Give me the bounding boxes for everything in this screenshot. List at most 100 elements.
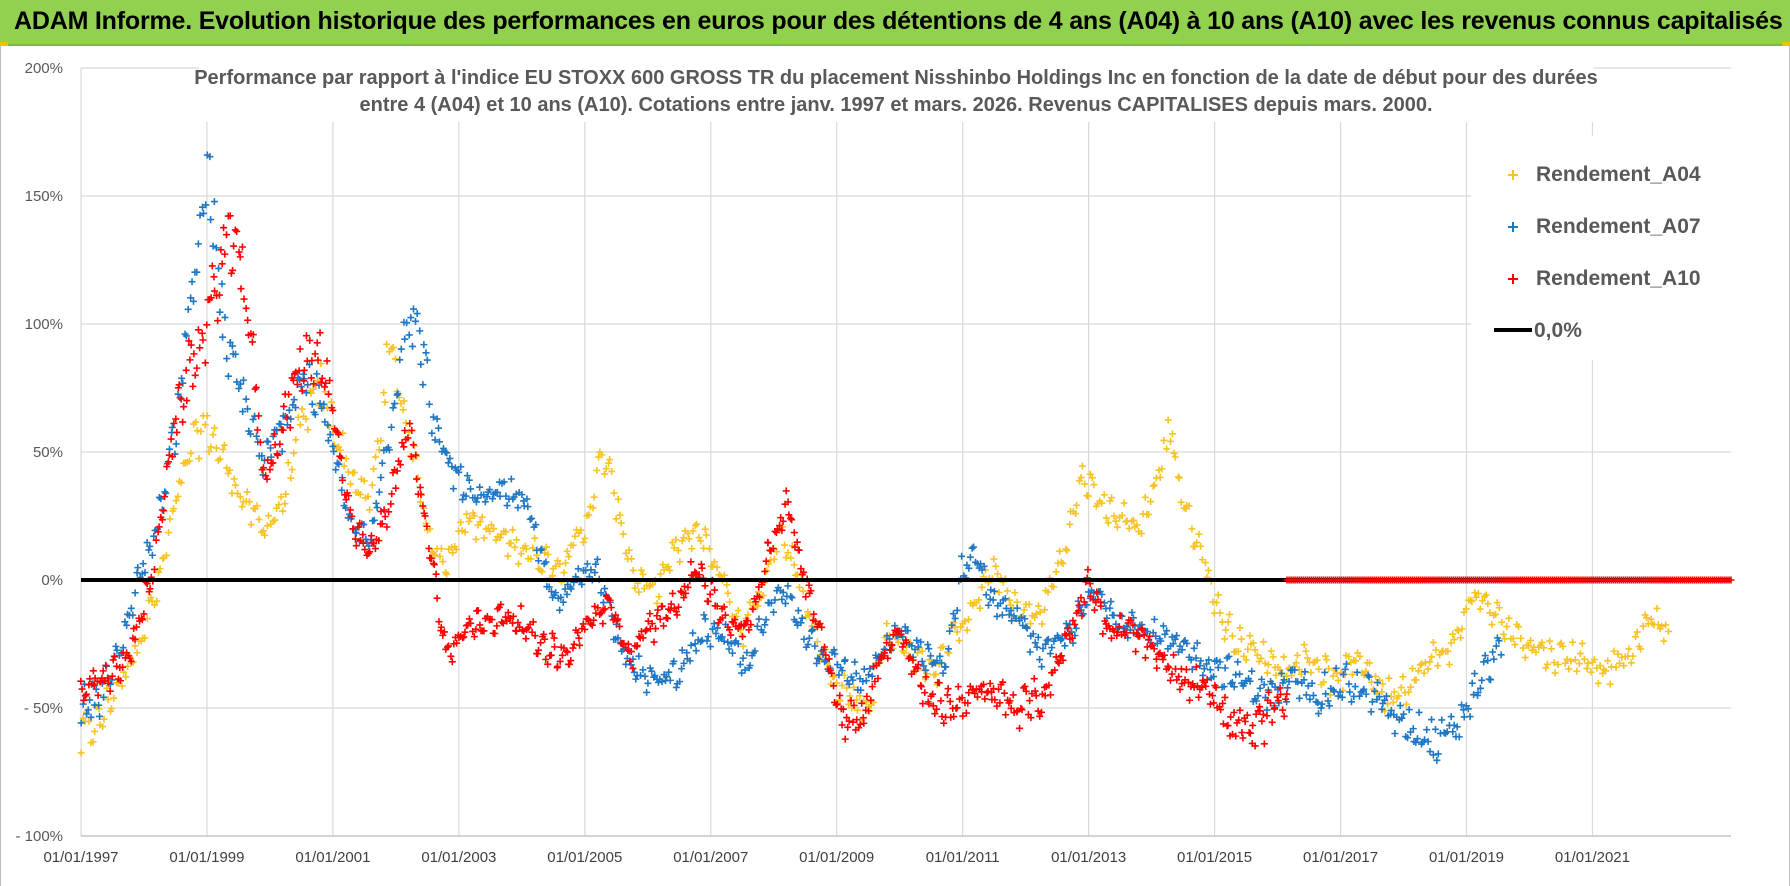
data-point xyxy=(992,562,1000,570)
data-point xyxy=(1013,598,1021,606)
data-point xyxy=(1338,693,1346,701)
data-point xyxy=(385,446,393,454)
data-point xyxy=(706,643,714,651)
data-point xyxy=(372,453,380,461)
data-point xyxy=(1300,641,1308,649)
data-point xyxy=(1045,681,1053,689)
data-point xyxy=(1368,698,1376,706)
data-point xyxy=(770,555,778,563)
data-point xyxy=(601,585,609,593)
data-point xyxy=(1292,659,1300,667)
data-point xyxy=(1112,517,1120,525)
data-point xyxy=(1323,656,1331,664)
data-point xyxy=(300,377,308,385)
data-point xyxy=(255,412,263,420)
data-point xyxy=(813,659,821,667)
data-point xyxy=(1157,637,1165,645)
data-point xyxy=(900,649,908,657)
data-point xyxy=(680,659,688,667)
data-point xyxy=(1460,713,1468,721)
data-point xyxy=(416,483,424,491)
data-point xyxy=(274,451,282,459)
data-point xyxy=(1423,726,1431,734)
data-point xyxy=(943,691,951,699)
data-point xyxy=(177,395,185,403)
data-point xyxy=(678,646,686,654)
data-point xyxy=(790,529,798,537)
data-point xyxy=(1631,633,1639,641)
data-point xyxy=(562,559,570,567)
data-point xyxy=(979,680,987,688)
data-point xyxy=(1309,691,1317,699)
data-point xyxy=(769,545,777,553)
data-point xyxy=(676,678,684,686)
data-point xyxy=(587,566,595,574)
data-point xyxy=(524,624,532,632)
data-point xyxy=(77,749,85,757)
data-point xyxy=(1055,659,1063,667)
data-point xyxy=(1664,627,1672,635)
data-point xyxy=(1048,644,1056,652)
data-point xyxy=(1108,494,1116,502)
data-point xyxy=(264,456,272,464)
data-point xyxy=(1175,673,1183,681)
data-point xyxy=(552,562,560,570)
data-point xyxy=(1218,618,1226,626)
data-point xyxy=(814,654,822,662)
data-point xyxy=(1381,696,1389,704)
data-point xyxy=(1654,621,1662,629)
data-point xyxy=(83,710,91,718)
data-point xyxy=(591,569,599,577)
data-point xyxy=(928,660,936,668)
data-point xyxy=(1107,634,1115,642)
chart-title-line2: entre 4 (A04) et 10 ans (A10). Cotations… xyxy=(359,94,1432,116)
data-point xyxy=(131,642,139,650)
data-point xyxy=(1387,706,1395,714)
data-point xyxy=(205,448,213,456)
data-point xyxy=(1460,706,1468,714)
data-point xyxy=(949,610,957,618)
data-point xyxy=(407,453,415,461)
data-point xyxy=(664,563,672,571)
data-point xyxy=(493,488,501,496)
data-point xyxy=(1167,437,1175,445)
data-point xyxy=(1320,678,1328,686)
data-point xyxy=(1025,600,1033,608)
x-tick-label: 01/01/2003 xyxy=(421,849,496,866)
data-point xyxy=(581,625,589,633)
data-point xyxy=(1102,514,1110,522)
data-point xyxy=(110,694,118,702)
data-point xyxy=(1276,666,1284,674)
data-point xyxy=(1554,661,1562,669)
data-point xyxy=(567,585,575,593)
data-point xyxy=(367,532,375,540)
data-point xyxy=(104,696,112,704)
data-point xyxy=(1322,690,1330,698)
data-point xyxy=(1005,611,1013,619)
data-point xyxy=(123,621,131,629)
data-point xyxy=(1046,650,1054,658)
data-point xyxy=(616,622,624,630)
data-point xyxy=(764,539,772,547)
data-point xyxy=(273,426,281,434)
data-point xyxy=(777,514,785,522)
data-point xyxy=(856,720,864,728)
data-point xyxy=(1087,592,1095,600)
y-axis-ticks: 200%150%100%50%0%- 50%- 100% xyxy=(15,60,63,845)
data-point xyxy=(1569,638,1577,646)
data-point xyxy=(351,535,359,543)
data-point xyxy=(1559,642,1567,650)
data-point xyxy=(540,630,548,638)
data-point xyxy=(1334,676,1342,684)
data-point xyxy=(131,635,139,643)
data-point xyxy=(1493,599,1501,607)
data-point xyxy=(1575,660,1583,668)
data-point xyxy=(1219,720,1227,728)
data-point xyxy=(1302,691,1310,699)
data-point xyxy=(1046,691,1054,699)
data-point xyxy=(216,455,224,463)
x-tick-label: 01/01/2007 xyxy=(673,849,748,866)
data-point xyxy=(1201,559,1209,567)
data-point xyxy=(682,589,690,597)
data-point xyxy=(857,686,865,694)
